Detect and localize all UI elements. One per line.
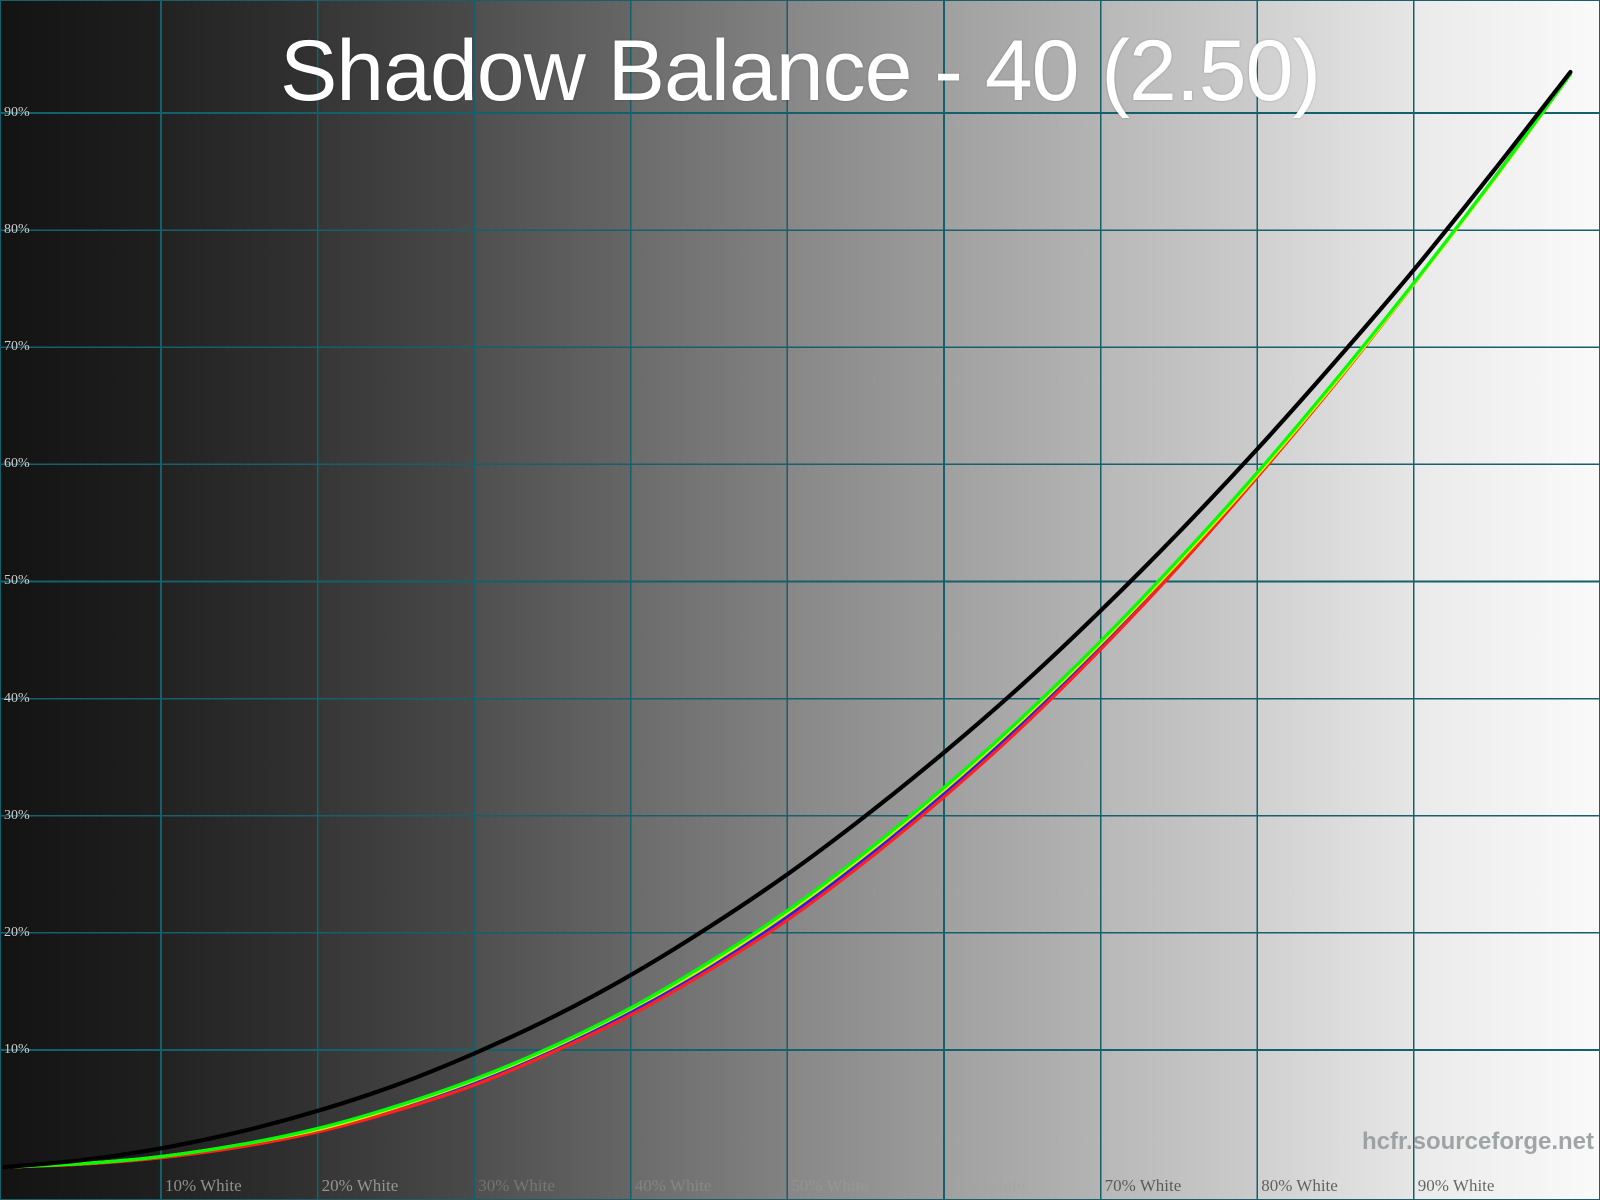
x-axis-tick-label: 90% White — [1417, 1176, 1495, 1195]
watermark-label: hcfr.sourceforge.net — [1361, 1128, 1594, 1155]
y-axis-tick-label: 90% — [4, 104, 30, 120]
curve-magenta — [2, 71, 1572, 1169]
x-axis-tick-label: 80% White — [1261, 1176, 1338, 1195]
x-axis-tick-label: 40% White — [634, 1176, 712, 1195]
y-axis-tick-label: 60% — [4, 456, 30, 472]
page-title: Shadow Balance - 40 (2.50) — [279, 23, 1321, 119]
curve-green — [2, 72, 1572, 1169]
gradient-band — [1413, 0, 1600, 1200]
gradient-band — [1257, 0, 1414, 1200]
x-axis-tick-label: 20% White — [321, 1176, 399, 1195]
y-axis-tick-label: 50% — [4, 573, 30, 589]
y-axis-tick-label: 80% — [4, 222, 30, 238]
y-axis-tick-label: 20% — [4, 924, 30, 940]
gradient-band — [1100, 0, 1258, 1200]
curve-blue — [2, 71, 1572, 1169]
y-axis-tick-label: 30% — [4, 807, 30, 823]
curve-yellow — [2, 72, 1572, 1169]
y-axis-tick-label: 40% — [4, 690, 30, 706]
curve-red — [2, 71, 1572, 1169]
x-axis-tick-label: 10% White — [165, 1176, 242, 1195]
x-axis-tick-label: 70% White — [1104, 1176, 1182, 1195]
gradient-band — [161, 0, 318, 1200]
x-axis-tick-label: 30% White — [478, 1176, 555, 1195]
x-axis-tick-label: 60% White — [948, 1176, 1025, 1195]
gradient-band — [317, 0, 475, 1200]
y-axis-tick-label: 10% — [4, 1041, 30, 1057]
gradient-band — [0, 0, 161, 1200]
y-axis-tick-label: 70% — [4, 339, 30, 355]
curve-reference — [2, 69, 1573, 1170]
x-axis-tick-label: 50% White — [791, 1176, 869, 1195]
gradient-band — [943, 0, 1101, 1200]
gradient-band — [787, 0, 944, 1200]
gradient-band — [474, 0, 631, 1200]
